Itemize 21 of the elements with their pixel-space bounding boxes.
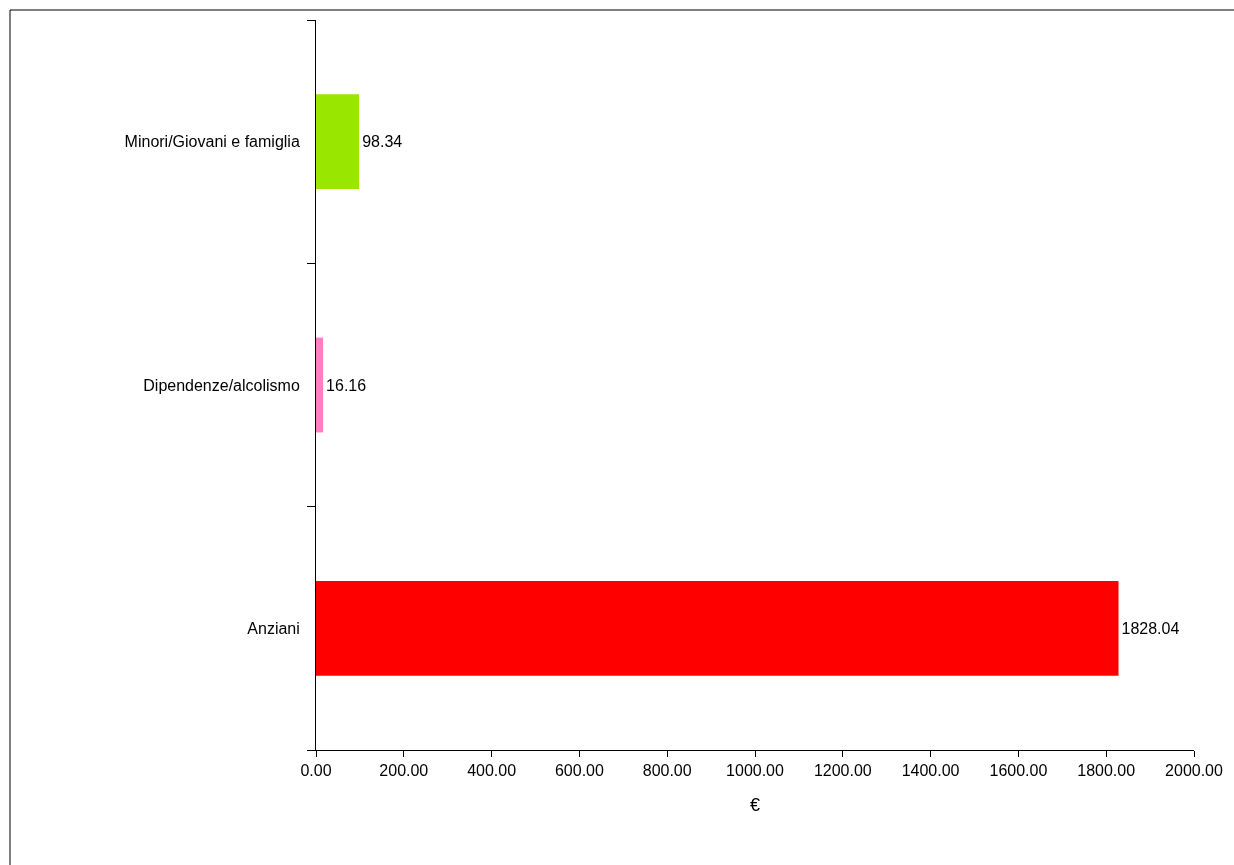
y-tick-label: Minori/Giovani e famiglia (124, 133, 300, 151)
x-tick-label: 1600.00 (989, 762, 1048, 780)
x-tick-label: 1200.00 (813, 762, 872, 780)
bar (316, 94, 360, 190)
y-tick-label: Dipendenze/alcolismo (143, 376, 300, 394)
x-tick-label: 200.00 (379, 762, 429, 780)
x-tick-label: 1400.00 (901, 762, 960, 780)
x-tick-label: 1800.00 (1077, 762, 1136, 780)
bar (316, 580, 1119, 676)
x-tick-label: 0.00 (300, 762, 332, 780)
x-tick-label: 600.00 (554, 762, 604, 780)
y-tick-label: Anziani (247, 619, 300, 637)
x-axis-title: € (749, 795, 761, 816)
bar (316, 337, 324, 433)
x-tick-label: 400.00 (467, 762, 517, 780)
data-label: 98.34 (362, 133, 403, 151)
data-label: 1828.04 (1121, 619, 1180, 637)
x-tick-label: 2000.00 (1165, 762, 1224, 780)
x-tick-label: 1000.00 (726, 762, 785, 780)
x-tick-label: 800.00 (642, 762, 692, 780)
data-label: 16.16 (326, 376, 367, 394)
